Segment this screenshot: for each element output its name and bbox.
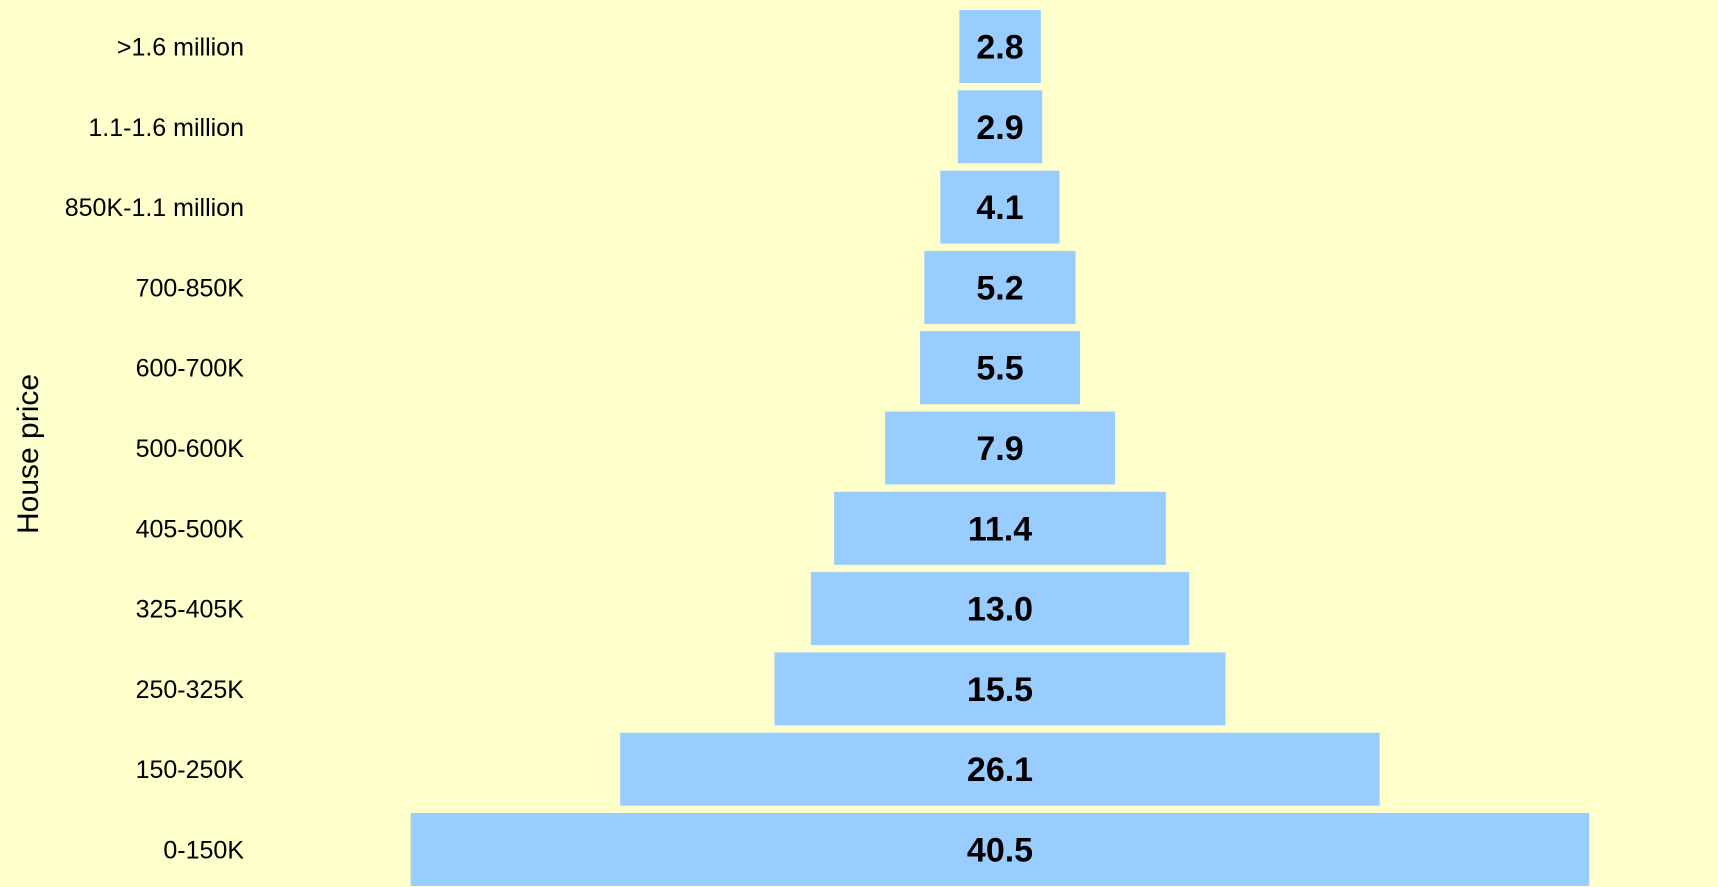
category-label-0: >1.6 million <box>117 34 244 62</box>
bar-6 <box>834 491 1166 565</box>
bar-0 <box>959 10 1041 83</box>
category-label-3: 700-850K <box>136 274 245 302</box>
bar-value-label-7: 13.0 <box>967 591 1033 629</box>
bar-value-label-9: 26.1 <box>967 751 1033 789</box>
category-label-8: 250-325K <box>136 676 245 704</box>
category-label-5: 500-600K <box>136 435 245 463</box>
bar-3 <box>924 250 1076 324</box>
category-label-10: 0-150K <box>163 837 244 865</box>
bar-7 <box>810 572 1190 646</box>
category-label-4: 600-700K <box>136 355 245 383</box>
bar-value-label-8: 15.5 <box>967 671 1033 709</box>
category-label-9: 150-250K <box>136 756 245 784</box>
bar-9 <box>620 732 1380 806</box>
bar-5 <box>885 411 1115 485</box>
bar-2 <box>940 170 1060 244</box>
category-label-1: 1.1-1.6 million <box>88 114 244 142</box>
bar-10 <box>410 813 1590 886</box>
bar-value-label-0: 2.8 <box>976 29 1023 67</box>
bar-value-label-10: 40.5 <box>967 832 1033 870</box>
bar-8 <box>774 652 1226 726</box>
bar-value-label-6: 11.4 <box>968 510 1032 548</box>
bar-4 <box>920 331 1081 405</box>
bar-value-label-1: 2.9 <box>976 109 1023 147</box>
bar-value-label-3: 5.2 <box>976 269 1023 307</box>
bar-value-label-5: 7.9 <box>976 430 1023 468</box>
bar-value-label-4: 5.5 <box>976 350 1023 388</box>
bars-group: 2.8 >1.6 million 2.9 1.1-1.6 million 4.1 850K… <box>65 10 1590 886</box>
category-label-6: 405-500K <box>136 515 245 543</box>
bar-1 <box>957 90 1043 164</box>
y-axis-label: House price <box>12 374 45 534</box>
category-label-7: 325-405K <box>136 596 245 624</box>
bar-value-label-2: 4.1 <box>976 189 1023 227</box>
category-label-2: 850K-1.1 million <box>65 194 244 222</box>
